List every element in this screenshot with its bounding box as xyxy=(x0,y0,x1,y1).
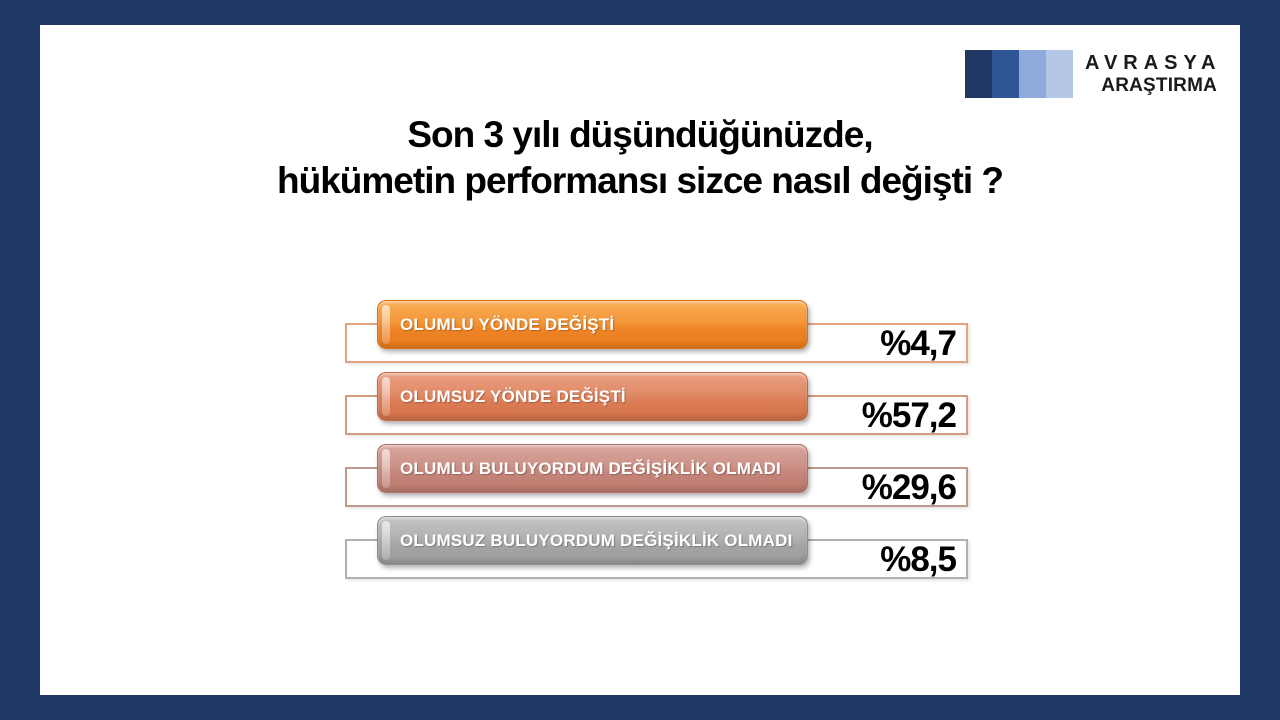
logo-square-darkblue xyxy=(965,50,992,98)
bar-value-label: %29,6 xyxy=(861,468,957,507)
bar-value-label: %8,5 xyxy=(880,540,957,579)
logo-title: AVRASYA xyxy=(1085,52,1222,74)
logo-square-blue xyxy=(992,50,1019,98)
logo-square-lightblue xyxy=(1046,50,1073,98)
bar-category-pill: OLUMSUZ YÖNDE DEĞİŞTİ xyxy=(377,372,808,421)
avrasya-logo: AVRASYA ARAŞTIRMA xyxy=(965,50,1217,98)
bar-category-pill: OLUMSUZ BULUYORDUM DEĞİŞİKLİK OLMADI xyxy=(377,516,808,565)
bar-category-pill: OLUMLU BULUYORDUM DEĞİŞİKLİK OLMADI xyxy=(377,444,808,493)
bar-value-label: %4,7 xyxy=(880,324,957,363)
slide-content-area: AVRASYA ARAŞTIRMA Son 3 yılı düşündüğünü… xyxy=(40,25,1240,695)
bar-category-pill: OLUMLU YÖNDE DEĞİŞTİ xyxy=(377,300,808,349)
logo-color-bars-icon xyxy=(965,50,1073,98)
logo-text: AVRASYA ARAŞTIRMA xyxy=(1085,51,1217,97)
bar-value-label: %57,2 xyxy=(861,396,957,435)
logo-square-midblue xyxy=(1019,50,1046,98)
page-title-line1: Son 3 yılı düşündüğünüzde, xyxy=(407,114,873,155)
bar-category-label: OLUMLU YÖNDE DEĞİŞTİ xyxy=(400,315,615,334)
bar-category-label: OLUMLU BULUYORDUM DEĞİŞİKLİK OLMADI xyxy=(400,459,781,478)
page-title-line2: hükümetin performansı sizce nasıl değişt… xyxy=(277,160,1004,201)
bar-category-label: OLUMSUZ BULUYORDUM DEĞİŞİKLİK OLMADI xyxy=(400,531,793,550)
logo-subtitle: ARAŞTIRMA xyxy=(1101,75,1217,96)
bar-category-label: OLUMSUZ YÖNDE DEĞİŞTİ xyxy=(400,387,626,406)
page-title: Son 3 yılı düşündüğünüzde, hükümetin per… xyxy=(40,112,1240,204)
